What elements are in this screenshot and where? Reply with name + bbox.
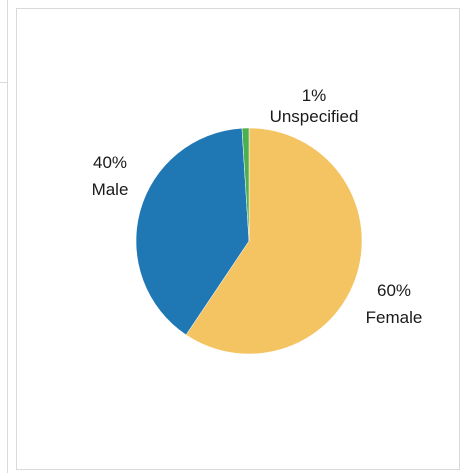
pie-slice-female	[185, 127, 363, 355]
pie-slices	[135, 127, 363, 355]
female-value-label: 60%	[377, 281, 411, 300]
unspecified-name-label: Unspecified	[270, 107, 359, 126]
left-panel-edge	[0, 0, 8, 473]
pie-slice-male	[135, 127, 250, 336]
male-name-label: Male	[92, 180, 129, 199]
male-value-label: 40%	[93, 153, 127, 172]
pie-slice-unspecified	[241, 127, 250, 242]
left-panel-divider	[0, 82, 7, 83]
female-name-label: Female	[366, 308, 423, 327]
unspecified-value-label: 1%	[302, 86, 327, 105]
